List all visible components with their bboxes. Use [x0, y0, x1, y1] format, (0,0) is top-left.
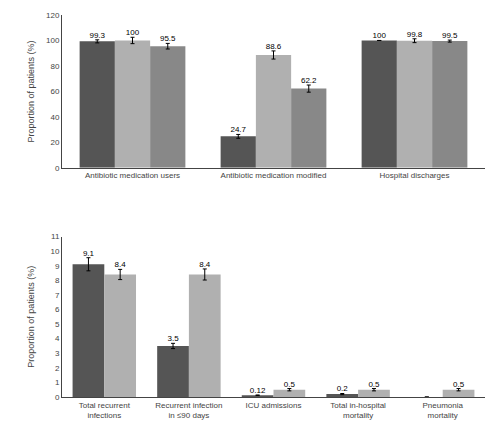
svg-text:40: 40	[50, 113, 59, 122]
svg-text:1: 1	[55, 378, 60, 387]
svg-text:120: 120	[46, 11, 60, 20]
svg-text:99.8: 99.8	[407, 30, 423, 39]
svg-text:ICU admissions: ICU admissions	[245, 401, 301, 410]
svg-text:60: 60	[50, 87, 59, 96]
svg-text:Antibiotic medication users: Antibiotic medication users	[85, 171, 180, 180]
svg-text:8.4: 8.4	[115, 260, 127, 269]
svg-text:100: 100	[373, 31, 387, 40]
svg-text:0.5: 0.5	[368, 380, 380, 389]
svg-text:10: 10	[50, 247, 59, 256]
svg-text:11: 11	[51, 232, 60, 241]
svg-text:20: 20	[50, 138, 59, 147]
svg-text:Proportion of patients (%): Proportion of patients (%)	[26, 266, 36, 368]
svg-text:9.1: 9.1	[83, 249, 95, 258]
svg-text:3.5: 3.5	[167, 334, 179, 343]
svg-text:0.5: 0.5	[453, 380, 465, 389]
svg-text:9: 9	[55, 262, 60, 271]
svg-text:5: 5	[55, 320, 60, 329]
svg-text:88.6: 88.6	[266, 42, 282, 51]
svg-text:4: 4	[55, 334, 60, 343]
svg-text:Recurrent infectionin ≤90 days: Recurrent infectionin ≤90 days	[155, 401, 222, 420]
svg-text:3: 3	[55, 349, 60, 358]
svg-text:0: 0	[55, 393, 60, 402]
svg-text:0.5: 0.5	[284, 380, 296, 389]
svg-text:0.2: 0.2	[337, 385, 349, 394]
svg-text:Total recurrentinfections: Total recurrentinfections	[79, 401, 131, 420]
svg-text:24.7: 24.7	[230, 125, 246, 134]
svg-text:80: 80	[50, 62, 59, 71]
svg-text:Pneumoniamortality: Pneumoniamortality	[422, 401, 463, 420]
svg-text:Hospital discharges: Hospital discharges	[380, 171, 450, 180]
svg-text:0: 0	[55, 164, 60, 173]
svg-text:8: 8	[55, 276, 60, 285]
svg-text:0.12: 0.12	[250, 386, 266, 395]
svg-text:Proportion of patients (%): Proportion of patients (%)	[26, 40, 36, 142]
svg-text:6: 6	[55, 305, 60, 314]
svg-text:2: 2	[55, 364, 60, 373]
svg-text:100: 100	[46, 36, 60, 45]
svg-text:Total in-hospitalmortality: Total in-hospitalmortality	[330, 401, 386, 420]
svg-text:100: 100	[126, 28, 140, 37]
svg-text:99.3: 99.3	[89, 31, 105, 40]
svg-text:62.2: 62.2	[301, 76, 317, 85]
svg-text:7: 7	[55, 291, 60, 300]
svg-text:8.4: 8.4	[199, 260, 211, 269]
svg-text:95.5: 95.5	[160, 34, 176, 43]
svg-text:Antibiotic medication modified: Antibiotic medication modified	[221, 171, 327, 180]
svg-text:99.5: 99.5	[442, 31, 458, 40]
